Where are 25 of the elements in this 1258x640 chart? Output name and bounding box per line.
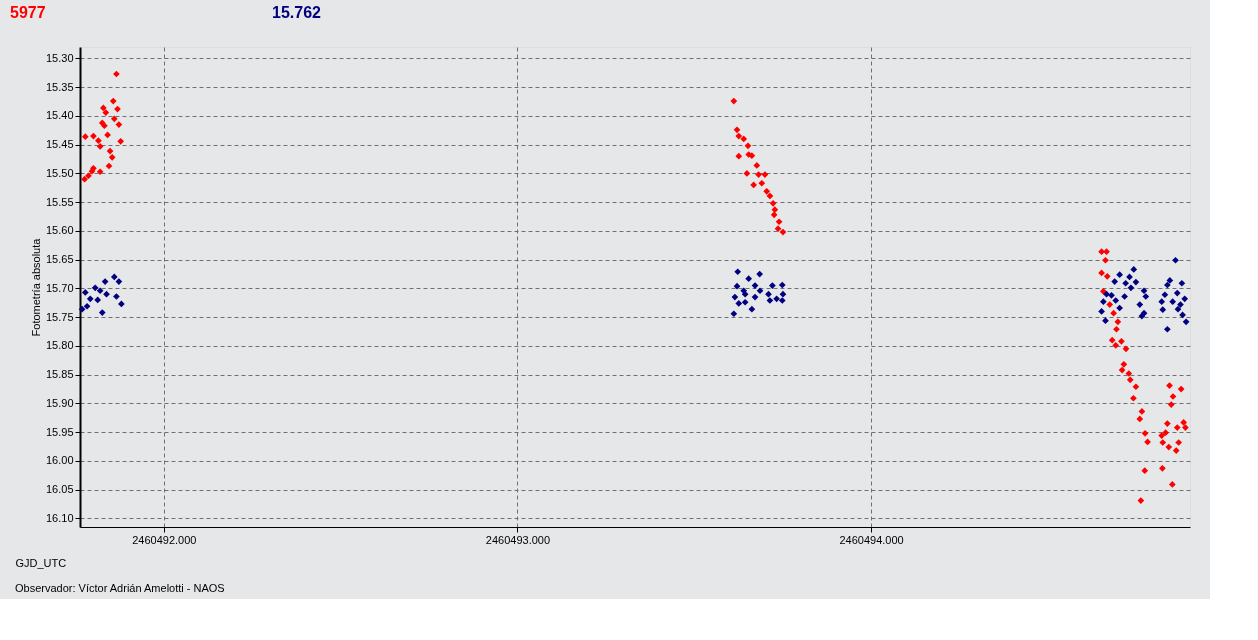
y-tick-label: 16.05 [45, 483, 74, 496]
y-tick-label: 16.10 [45, 511, 74, 524]
text: Observador: Víctor Adrián Amelotti - NAOS [15, 582, 225, 594]
y-tick-label: 15.60 [45, 224, 74, 237]
text: 15.762 [272, 4, 322, 21]
x-tick-label: 2460492.000 [132, 533, 197, 546]
y-tick-label: 15.90 [45, 396, 74, 409]
y-tick-label: 15.30 [45, 52, 74, 64]
text: 5977 [10, 4, 46, 21]
y-tick-label: 15.35 [45, 80, 74, 93]
y-tick-label: 15.50 [45, 166, 74, 179]
x-axis-title: GJD_UTC [15, 556, 67, 569]
y-tick-label: 15.70 [45, 281, 74, 294]
y-tick-label: 15.85 [45, 368, 74, 381]
y-tick-label: 15.80 [45, 339, 74, 352]
y-tick-label: 15.95 [45, 425, 74, 438]
y-tick-label: 15.55 [45, 195, 74, 208]
x-tick-label: 2460493.000 [485, 533, 551, 546]
y-tick-label: 15.40 [45, 109, 74, 122]
y-axis-title: Fotometría absoluta [29, 237, 42, 337]
y-tick-label: 16.00 [45, 454, 74, 467]
y-tick-label: 15.75 [45, 310, 74, 323]
y-tick-label: 15.65 [45, 253, 74, 266]
x-tick-label: 2460494.000 [839, 533, 904, 546]
y-tick-label: 15.45 [45, 138, 74, 151]
